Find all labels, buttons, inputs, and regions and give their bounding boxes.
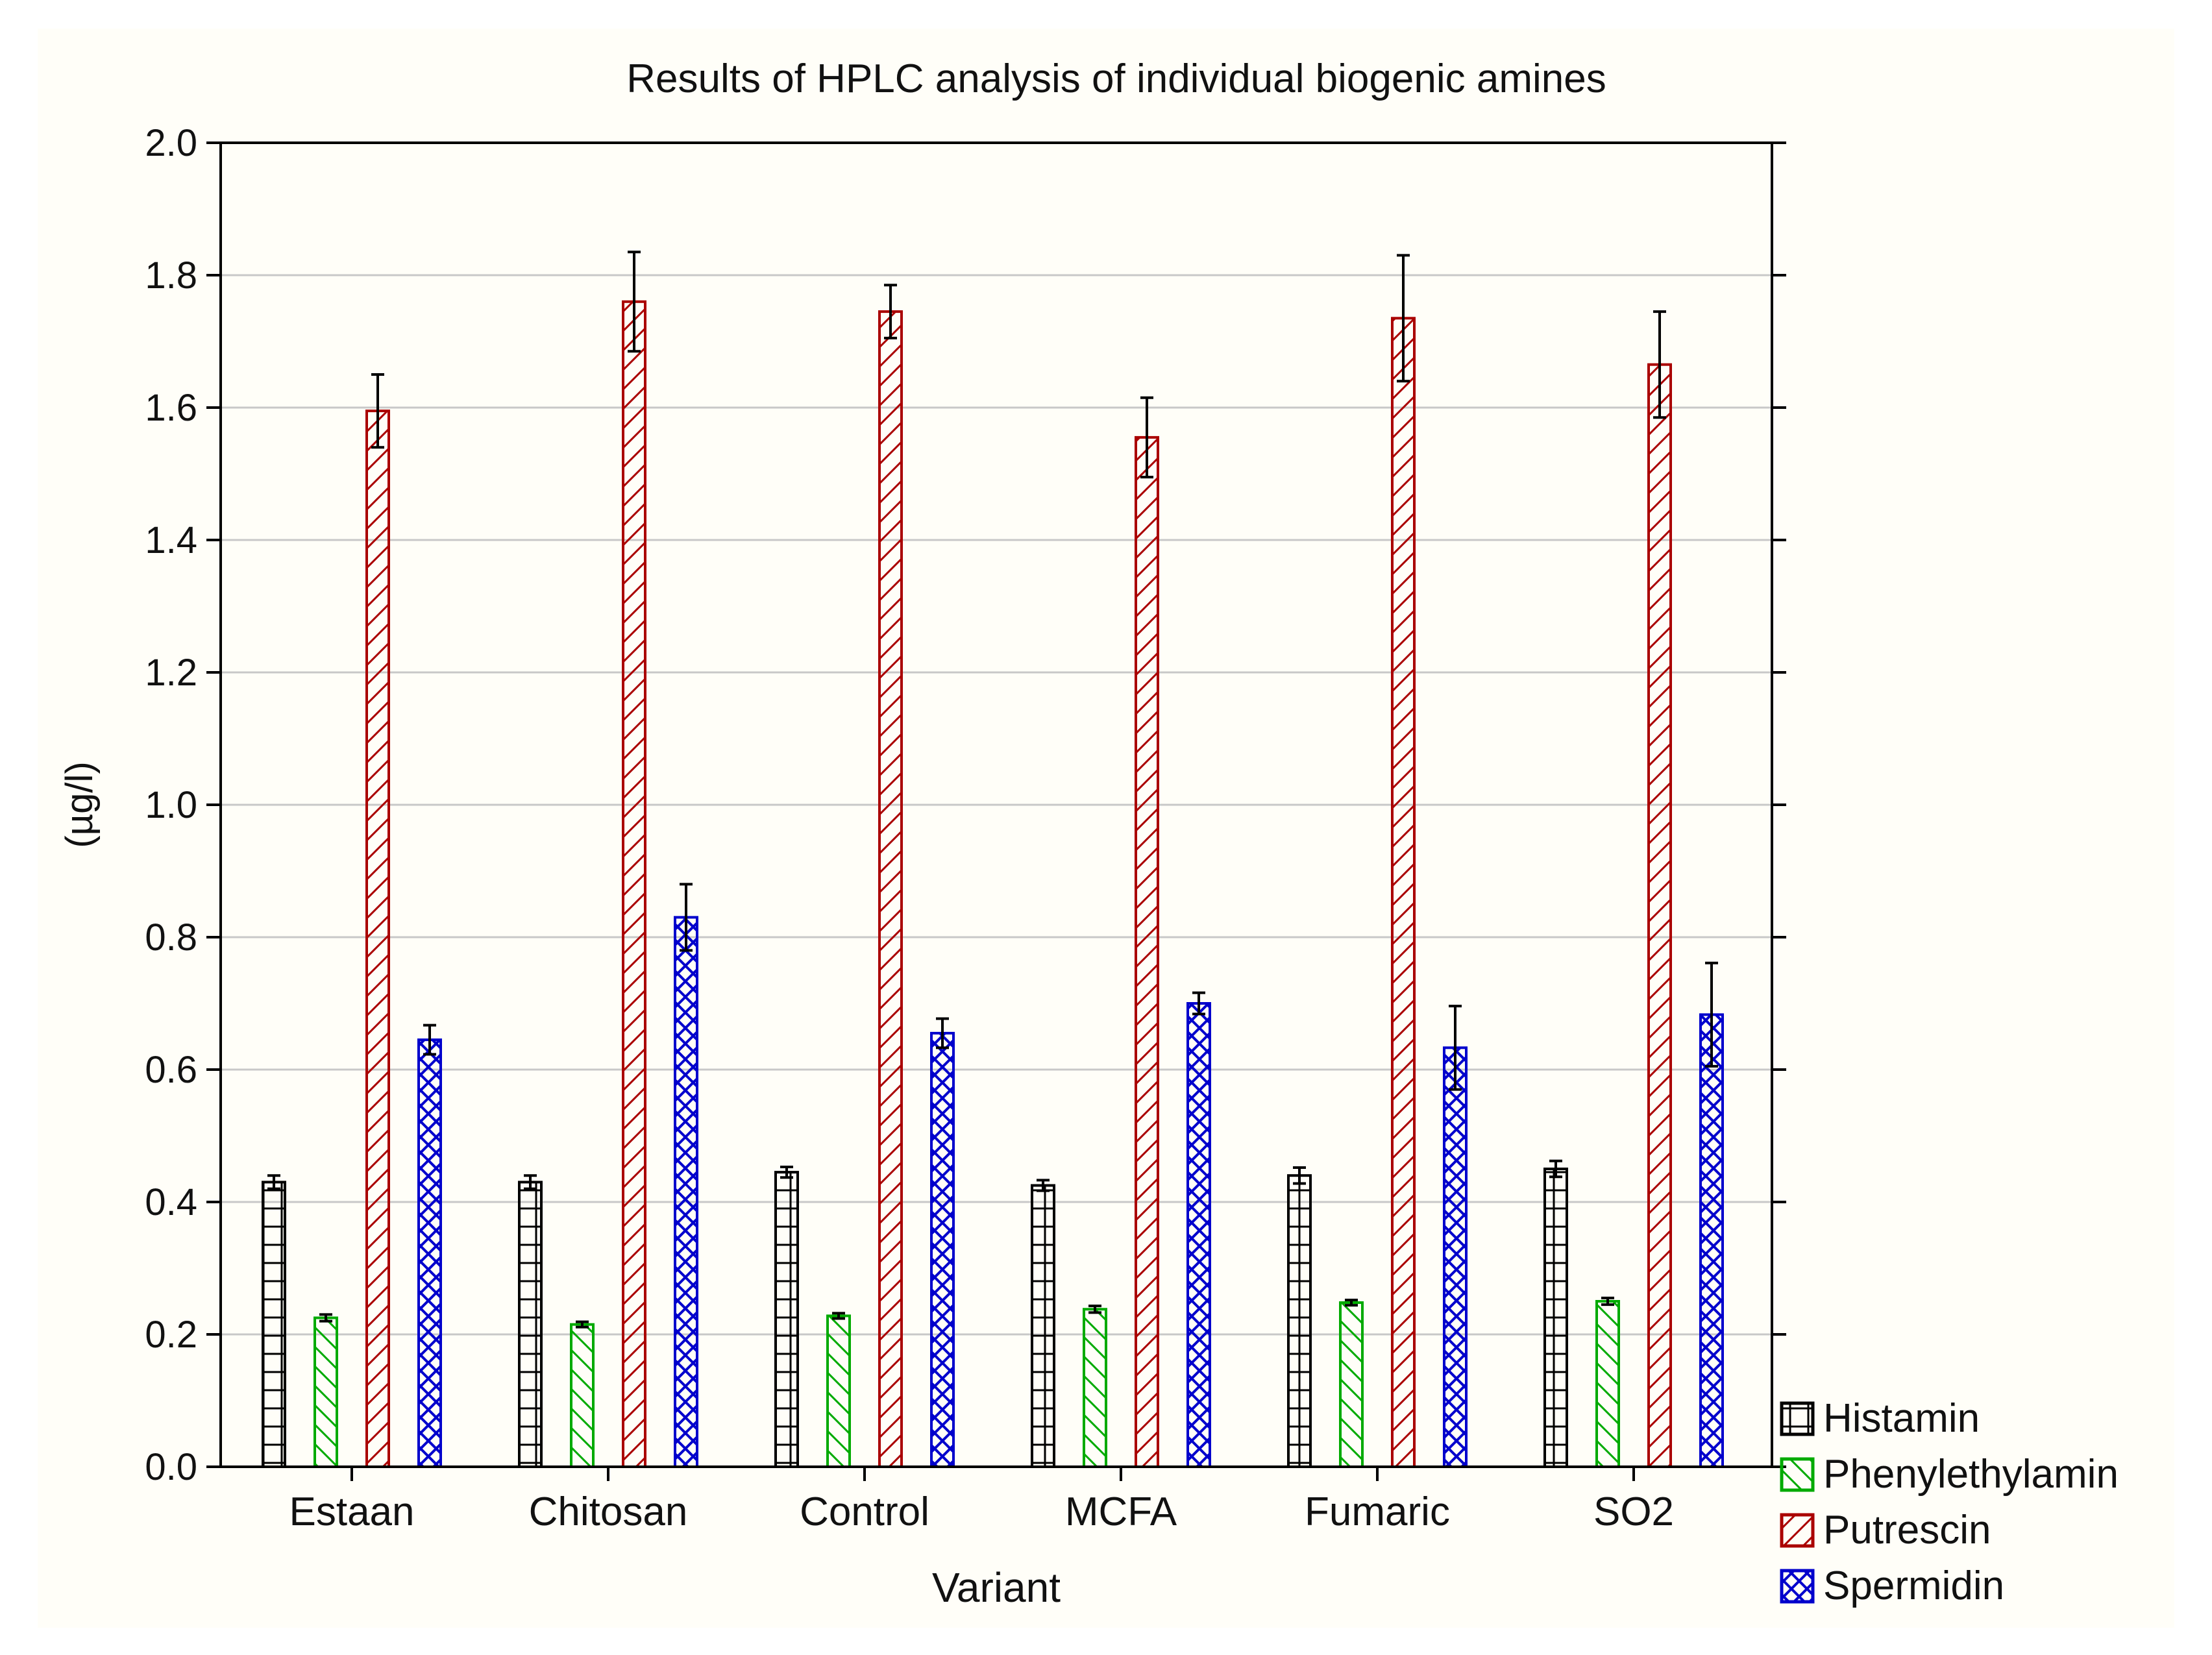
bars [262, 300, 1724, 1469]
bar-putrescin-control [878, 310, 903, 1469]
bar-spermidin-fumaric [1443, 1046, 1468, 1468]
legend-label-putrescin: Putrescin [1823, 1508, 1991, 1552]
bar-putrescin-estaan [365, 410, 390, 1468]
x-tick-label: Control [800, 1490, 929, 1534]
legend-swatch-phenylethylamin [1780, 1457, 1815, 1492]
x-axis-label: Variant [932, 1564, 1061, 1611]
x-tick-label: MCFA [1065, 1490, 1177, 1534]
legend-label-spermidin: Spermidin [1823, 1563, 2004, 1608]
y-tick-label: 2.0 [145, 122, 197, 164]
x-tick-label: Estaan [289, 1490, 414, 1534]
bar-spermidin-so2 [1699, 1013, 1724, 1468]
y-tick-label: 0.0 [145, 1446, 197, 1488]
error-bars [267, 251, 1718, 1329]
bar-phenylethylamin-fumaric [1339, 1301, 1364, 1469]
x-tick-label: Chitosan [529, 1490, 688, 1534]
bar-phenylethylamin-estaan [313, 1316, 338, 1468]
x-axis: Estaan Chitosan Control MCFA Fumaric SO2 [289, 1467, 1674, 1534]
bar-putrescin-fumaric [1391, 317, 1416, 1468]
y-tick-label: 1.8 [145, 254, 197, 297]
y-axis: 0.0 0.2 0.4 0.6 0.8 1.0 1.2 1.4 1.6 1.8 2.0 [145, 122, 1786, 1488]
legend: Histamin Phenylethylamin Putrescin Spermidi… [1780, 1396, 2119, 1608]
bar-putrescin-so2 [1647, 363, 1672, 1469]
bar-spermidin-mcfa [1186, 1002, 1211, 1468]
bar-spermidin-chitosan [674, 916, 698, 1468]
y-tick-label: 1.0 [145, 784, 197, 826]
y-tick-label: 0.6 [145, 1049, 197, 1091]
legend-swatch-spermidin [1780, 1569, 1815, 1604]
bar-phenylethylamin-control [826, 1314, 851, 1468]
chart-title: Results of HPLC analysis of individual b… [626, 56, 1606, 101]
y-tick-label: 1.4 [145, 519, 197, 561]
legend-label-histamin: Histamin [1823, 1396, 1980, 1441]
bar-histamin-chitosan [518, 1181, 543, 1469]
y-tick-label: 1.2 [145, 652, 197, 694]
y-tick-label: 0.8 [145, 916, 197, 959]
bar-phenylethylamin-so2 [1595, 1300, 1620, 1468]
legend-swatch-putrescin [1780, 1513, 1815, 1548]
bar-putrescin-chitosan [622, 300, 646, 1468]
legend-swatch-histamin [1780, 1401, 1815, 1436]
y-tick-label: 0.2 [145, 1314, 197, 1356]
bar-spermidin-control [930, 1031, 955, 1468]
bar-histamin-so2 [1543, 1168, 1568, 1468]
bar-histamin-control [774, 1171, 799, 1468]
bar-histamin-mcfa [1031, 1184, 1055, 1468]
legend-label-phenylethylamin: Phenylethylamin [1823, 1452, 2119, 1497]
x-tick-label: SO2 [1593, 1490, 1674, 1534]
y-tick-label: 0.4 [145, 1181, 197, 1223]
y-axis-label: (µg/l) [58, 761, 101, 848]
bar-putrescin-mcfa [1135, 435, 1159, 1468]
y-tick-label: 1.6 [145, 387, 197, 429]
x-tick-label: Fumaric [1305, 1490, 1450, 1534]
bar-histamin-fumaric [1287, 1174, 1312, 1468]
bar-spermidin-estaan [417, 1038, 442, 1468]
gridlines [221, 274, 1772, 1336]
bar-histamin-estaan [262, 1181, 286, 1469]
bar-phenylethylamin-mcfa [1083, 1308, 1107, 1468]
bar-phenylethylamin-chitosan [570, 1323, 595, 1468]
